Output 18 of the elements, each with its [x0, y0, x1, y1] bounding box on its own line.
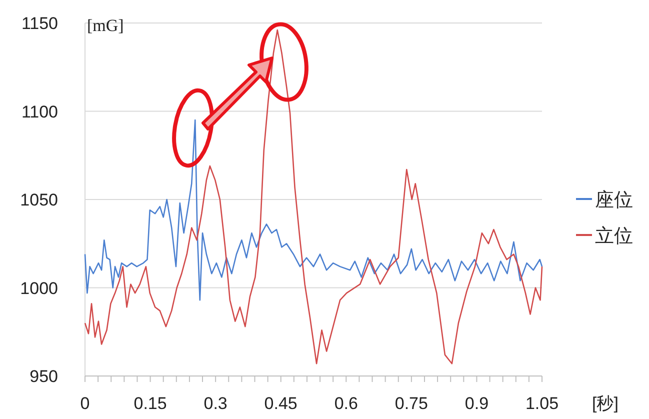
- legend-label: 立位: [595, 225, 633, 247]
- x-tick-label: 0.3: [204, 394, 228, 413]
- x-tick-label: 0.15: [134, 394, 167, 413]
- x-tick-label: 0: [80, 394, 90, 413]
- x-tick-label: 0.9: [464, 394, 489, 413]
- y-tick-label: 1150: [21, 14, 58, 33]
- y-axis-title: [mG]: [87, 16, 124, 35]
- x-tick-label: 1.05: [525, 394, 559, 413]
- y-tick-label: 1000: [20, 278, 58, 298]
- x-tick-label: 0.6: [334, 394, 358, 413]
- x-axis-title: [秒]: [592, 394, 618, 413]
- y-tick-label: 1050: [20, 190, 58, 210]
- x-tick-label: 0.75: [394, 394, 428, 413]
- y-tick-label: 1100: [21, 102, 58, 122]
- y-tick-label: 950: [30, 367, 58, 386]
- line-series: [84, 119, 543, 301]
- legend-label: 座位: [595, 189, 633, 211]
- x-tick-label: 0.45: [264, 394, 298, 413]
